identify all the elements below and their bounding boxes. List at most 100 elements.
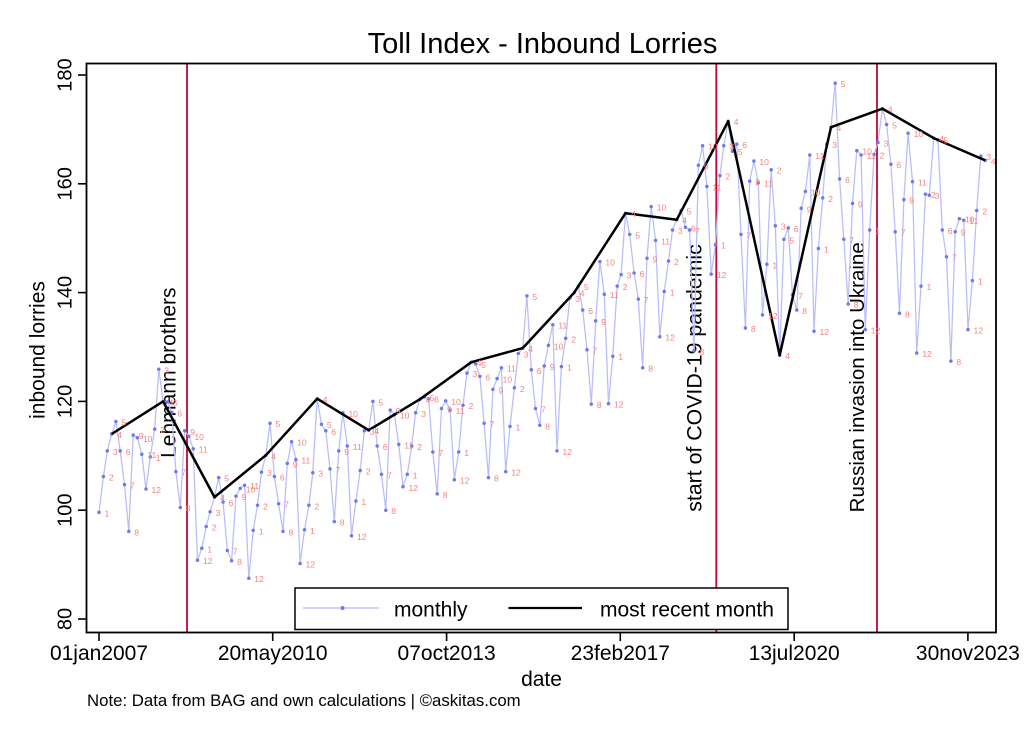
svg-text:11: 11 xyxy=(918,178,927,188)
svg-text:10: 10 xyxy=(503,375,513,385)
svg-text:4: 4 xyxy=(734,117,739,127)
svg-text:30nov2023: 30nov2023 xyxy=(916,642,1020,665)
svg-text:1: 1 xyxy=(156,453,161,463)
svg-text:8: 8 xyxy=(443,490,448,500)
svg-text:2: 2 xyxy=(623,282,628,292)
svg-text:1: 1 xyxy=(464,448,469,458)
svg-text:Lehmann brothers: Lehmann brothers xyxy=(158,287,181,457)
svg-text:2: 2 xyxy=(469,401,474,411)
svg-text:12: 12 xyxy=(460,476,470,486)
svg-text:1: 1 xyxy=(978,277,983,287)
svg-text:01jan2007: 01jan2007 xyxy=(50,642,148,665)
svg-text:11: 11 xyxy=(456,406,465,416)
svg-text:6: 6 xyxy=(280,473,285,483)
svg-text:3: 3 xyxy=(267,468,272,478)
svg-text:Toll Index - Inbound Lorries: Toll Index - Inbound Lorries xyxy=(368,28,718,60)
svg-text:3: 3 xyxy=(729,142,734,152)
svg-text:2: 2 xyxy=(828,194,833,204)
svg-text:5: 5 xyxy=(378,397,383,407)
svg-text:6: 6 xyxy=(794,224,799,234)
svg-text:6: 6 xyxy=(331,427,336,437)
svg-text:11: 11 xyxy=(507,364,516,374)
svg-text:1: 1 xyxy=(567,363,572,373)
svg-text:10: 10 xyxy=(965,215,975,225)
svg-text:4: 4 xyxy=(888,105,893,115)
svg-text:1: 1 xyxy=(259,526,264,536)
svg-text:5: 5 xyxy=(635,230,640,240)
svg-text:3: 3 xyxy=(370,427,375,437)
svg-text:9: 9 xyxy=(961,228,966,238)
svg-text:10: 10 xyxy=(657,203,667,213)
svg-text:1: 1 xyxy=(670,288,675,298)
svg-text:9: 9 xyxy=(550,362,555,372)
svg-text:3: 3 xyxy=(832,140,837,150)
svg-text:4: 4 xyxy=(477,358,482,368)
svg-text:7: 7 xyxy=(490,419,495,429)
svg-text:4: 4 xyxy=(837,123,842,133)
svg-text:2: 2 xyxy=(417,442,422,452)
svg-text:9: 9 xyxy=(139,431,144,441)
svg-text:120: 120 xyxy=(55,385,77,418)
svg-text:7: 7 xyxy=(798,291,803,301)
svg-text:2: 2 xyxy=(982,207,987,217)
svg-text:140: 140 xyxy=(55,276,77,309)
svg-text:11: 11 xyxy=(712,183,721,193)
svg-text:10: 10 xyxy=(194,432,204,442)
svg-text:8: 8 xyxy=(905,309,910,319)
svg-text:12: 12 xyxy=(409,483,419,493)
svg-text:9: 9 xyxy=(909,196,914,206)
svg-text:9: 9 xyxy=(653,254,658,264)
svg-text:5: 5 xyxy=(276,419,281,429)
svg-text:12: 12 xyxy=(922,349,932,359)
svg-text:8: 8 xyxy=(545,421,550,431)
svg-text:12: 12 xyxy=(152,485,162,495)
svg-text:7: 7 xyxy=(849,235,854,245)
svg-text:2: 2 xyxy=(725,172,730,182)
svg-text:2: 2 xyxy=(777,166,782,176)
svg-text:6: 6 xyxy=(177,408,182,418)
svg-text:2: 2 xyxy=(160,425,165,435)
svg-text:4: 4 xyxy=(220,493,225,503)
svg-text:7: 7 xyxy=(233,547,238,557)
svg-text:2: 2 xyxy=(366,467,371,477)
svg-text:3: 3 xyxy=(986,152,991,162)
svg-text:9: 9 xyxy=(755,177,760,187)
svg-text:10: 10 xyxy=(297,438,307,448)
svg-text:5: 5 xyxy=(841,79,846,89)
svg-text:5: 5 xyxy=(687,207,692,217)
svg-text:11: 11 xyxy=(969,216,978,226)
svg-text:12: 12 xyxy=(820,327,830,337)
svg-text:8: 8 xyxy=(237,557,242,567)
svg-text:3: 3 xyxy=(113,447,118,457)
svg-text:8: 8 xyxy=(854,300,859,310)
svg-text:3: 3 xyxy=(884,139,889,149)
svg-text:10: 10 xyxy=(914,129,924,139)
svg-text:1: 1 xyxy=(721,241,726,251)
svg-text:8: 8 xyxy=(340,518,345,528)
svg-text:6: 6 xyxy=(485,372,490,382)
svg-text:12: 12 xyxy=(306,560,316,570)
svg-text:8: 8 xyxy=(751,324,756,334)
svg-text:monthly: monthly xyxy=(394,599,468,622)
svg-text:9: 9 xyxy=(704,161,709,171)
svg-text:12: 12 xyxy=(203,556,213,566)
svg-text:11: 11 xyxy=(301,456,310,466)
svg-text:8: 8 xyxy=(289,527,294,537)
svg-text:start of COVID-19 pandemic: start of COVID-19 pandemic xyxy=(683,244,707,512)
svg-text:6: 6 xyxy=(229,498,234,508)
svg-text:12: 12 xyxy=(665,333,675,343)
svg-text:1: 1 xyxy=(824,245,829,255)
svg-text:inbound lorries: inbound lorries xyxy=(27,281,50,419)
svg-text:9: 9 xyxy=(190,427,195,437)
svg-text:8: 8 xyxy=(134,527,139,537)
svg-text:12: 12 xyxy=(768,311,778,321)
svg-text:5: 5 xyxy=(789,235,794,245)
svg-text:9: 9 xyxy=(807,204,812,214)
svg-text:8: 8 xyxy=(494,474,499,484)
svg-text:5: 5 xyxy=(121,418,126,428)
svg-text:1: 1 xyxy=(618,352,623,362)
svg-text:10: 10 xyxy=(246,484,256,494)
svg-text:2: 2 xyxy=(109,473,114,483)
svg-text:3: 3 xyxy=(473,369,478,379)
svg-text:10: 10 xyxy=(143,434,153,444)
